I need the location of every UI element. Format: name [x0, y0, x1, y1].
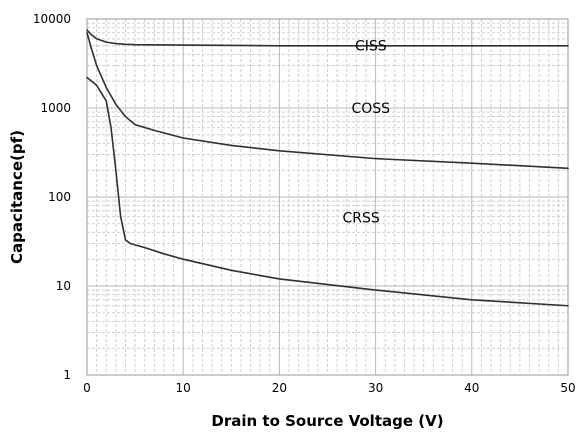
y-tick-label: 10 — [56, 279, 71, 293]
x-axis-title: Drain to Source Voltage (V) — [211, 412, 443, 430]
series-line-coss — [86, 31, 569, 170]
x-tick-label: 40 — [464, 381, 479, 395]
series-label-ciss: CISS — [355, 39, 387, 55]
y-tick-labels: 1 10 100 1000 10000 — [33, 12, 71, 382]
x-tick-label: 0 — [83, 381, 91, 395]
x-tick-label: 10 — [176, 381, 191, 395]
plot-area-border — [86, 18, 569, 376]
x-tick-labels: 0 10 20 30 40 50 — [83, 381, 575, 395]
plot-frame — [86, 18, 569, 376]
x-tick-label: 20 — [272, 381, 287, 395]
y-tick-label: 10000 — [33, 12, 71, 26]
series-line-crss — [86, 76, 569, 307]
y-tick-label: 1000 — [40, 101, 71, 115]
y-tick-label: 100 — [48, 190, 71, 204]
y-tick-label: 1 — [63, 368, 71, 382]
series-label-coss: COSS — [352, 101, 391, 117]
series-labels: CISS COSS CRSS — [343, 39, 391, 227]
series-line-ciss — [86, 29, 569, 47]
x-tick-label: 30 — [368, 381, 383, 395]
x-tick-label: 50 — [560, 381, 575, 395]
y-axis-title: Capacitance(pf) — [8, 130, 26, 264]
series-layer — [86, 29, 569, 307]
series-label-crss: CRSS — [343, 210, 380, 226]
